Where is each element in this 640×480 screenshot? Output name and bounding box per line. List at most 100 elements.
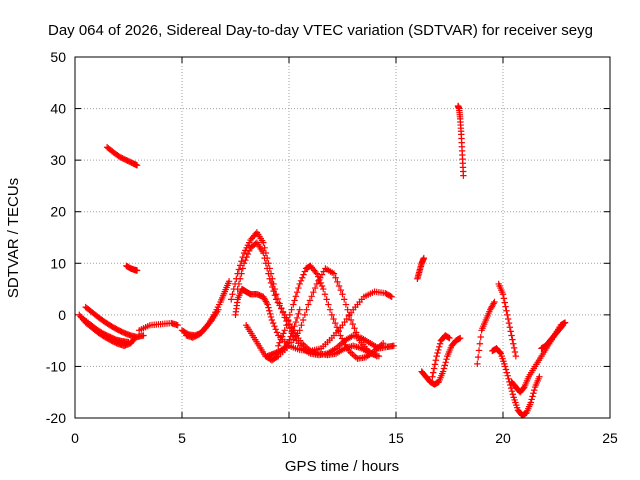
series-s6 bbox=[136, 319, 181, 334]
data-point bbox=[503, 307, 510, 314]
data-point bbox=[295, 284, 302, 292]
data-point bbox=[510, 340, 517, 347]
data-point bbox=[271, 323, 278, 330]
data-point bbox=[238, 270, 245, 277]
grid bbox=[75, 57, 610, 418]
data-point bbox=[505, 375, 512, 383]
data-point bbox=[277, 336, 285, 343]
data-point bbox=[313, 270, 321, 277]
data-point bbox=[347, 316, 355, 324]
data-point bbox=[293, 288, 301, 296]
data-point bbox=[225, 278, 233, 285]
data-point bbox=[292, 318, 300, 326]
data-point bbox=[318, 282, 326, 290]
data-point bbox=[349, 320, 356, 328]
chart-title: Day 064 of 2026, Sidereal Day-to-day VTE… bbox=[48, 22, 593, 39]
data-point bbox=[508, 332, 515, 339]
data-point bbox=[281, 327, 288, 334]
data-point bbox=[351, 325, 358, 332]
x-tick-label: 0 bbox=[71, 430, 79, 446]
data-point bbox=[335, 282, 343, 290]
data-point bbox=[506, 324, 514, 331]
data-point bbox=[288, 330, 296, 337]
data-point bbox=[268, 316, 276, 324]
x-tick-label: 20 bbox=[495, 430, 511, 446]
data-point bbox=[346, 311, 353, 319]
data-point bbox=[390, 342, 398, 349]
data-point bbox=[293, 314, 301, 322]
data-point bbox=[286, 336, 293, 343]
plot-frame bbox=[74, 56, 611, 419]
data-point bbox=[460, 172, 467, 179]
data-point bbox=[140, 332, 147, 339]
data-point bbox=[269, 319, 277, 327]
series-s20 bbox=[489, 345, 543, 419]
series-s23 bbox=[538, 321, 567, 352]
y-tick-label: -20 bbox=[46, 410, 66, 426]
series-s14 bbox=[264, 306, 303, 360]
data-point bbox=[373, 352, 380, 360]
data-point bbox=[435, 346, 442, 354]
data-point bbox=[504, 315, 512, 323]
data-point bbox=[323, 296, 330, 303]
data-point bbox=[296, 306, 303, 313]
data-point bbox=[443, 356, 450, 363]
x-tick-label: 25 bbox=[602, 430, 618, 446]
data-point bbox=[300, 271, 307, 278]
data-point bbox=[275, 342, 282, 349]
data-point bbox=[332, 274, 339, 281]
series-s5 bbox=[123, 262, 141, 274]
data-point bbox=[276, 339, 283, 346]
data-point bbox=[301, 268, 309, 275]
data-point bbox=[267, 279, 275, 287]
data-point bbox=[265, 304, 272, 311]
data-point bbox=[235, 280, 243, 288]
data-point bbox=[296, 280, 303, 288]
data-point bbox=[244, 250, 252, 258]
data-point bbox=[431, 361, 439, 368]
x-axis-label: GPS time / hours bbox=[285, 458, 399, 475]
data-point bbox=[286, 311, 294, 319]
data-point bbox=[303, 306, 310, 313]
data-point bbox=[334, 278, 341, 286]
data-point bbox=[321, 291, 329, 298]
data-point bbox=[287, 333, 294, 340]
data-point bbox=[215, 306, 222, 313]
data-point bbox=[436, 340, 444, 347]
data-point bbox=[305, 301, 312, 308]
data-point bbox=[278, 333, 286, 340]
data-point bbox=[337, 286, 344, 294]
data-point bbox=[240, 260, 248, 267]
data-point bbox=[509, 391, 517, 398]
y-tick-label: 40 bbox=[50, 101, 66, 117]
data-point bbox=[527, 399, 535, 406]
y-tick-label: 20 bbox=[50, 204, 66, 220]
data-point bbox=[308, 293, 315, 300]
y-tick-label: 10 bbox=[50, 255, 66, 271]
data-point bbox=[133, 162, 141, 169]
data-point bbox=[266, 307, 273, 314]
data-point bbox=[242, 256, 249, 264]
data-point bbox=[476, 340, 484, 347]
data-point bbox=[501, 363, 509, 370]
series-s19 bbox=[474, 298, 498, 368]
data-point bbox=[446, 334, 453, 342]
data-point bbox=[342, 301, 350, 308]
data-point bbox=[501, 299, 508, 306]
data-point bbox=[290, 327, 297, 334]
data-point bbox=[559, 321, 567, 329]
series-s13 bbox=[275, 262, 387, 362]
data-point bbox=[354, 333, 362, 340]
data-point bbox=[291, 297, 298, 304]
series-s16 bbox=[418, 334, 464, 388]
data-point bbox=[379, 340, 387, 347]
data-point bbox=[491, 298, 498, 306]
data-point bbox=[280, 330, 287, 337]
data-point bbox=[267, 313, 275, 321]
data-point bbox=[474, 353, 482, 361]
data-point bbox=[310, 288, 317, 296]
data-point bbox=[299, 274, 306, 281]
data-point bbox=[430, 365, 438, 372]
data-point bbox=[508, 387, 516, 395]
